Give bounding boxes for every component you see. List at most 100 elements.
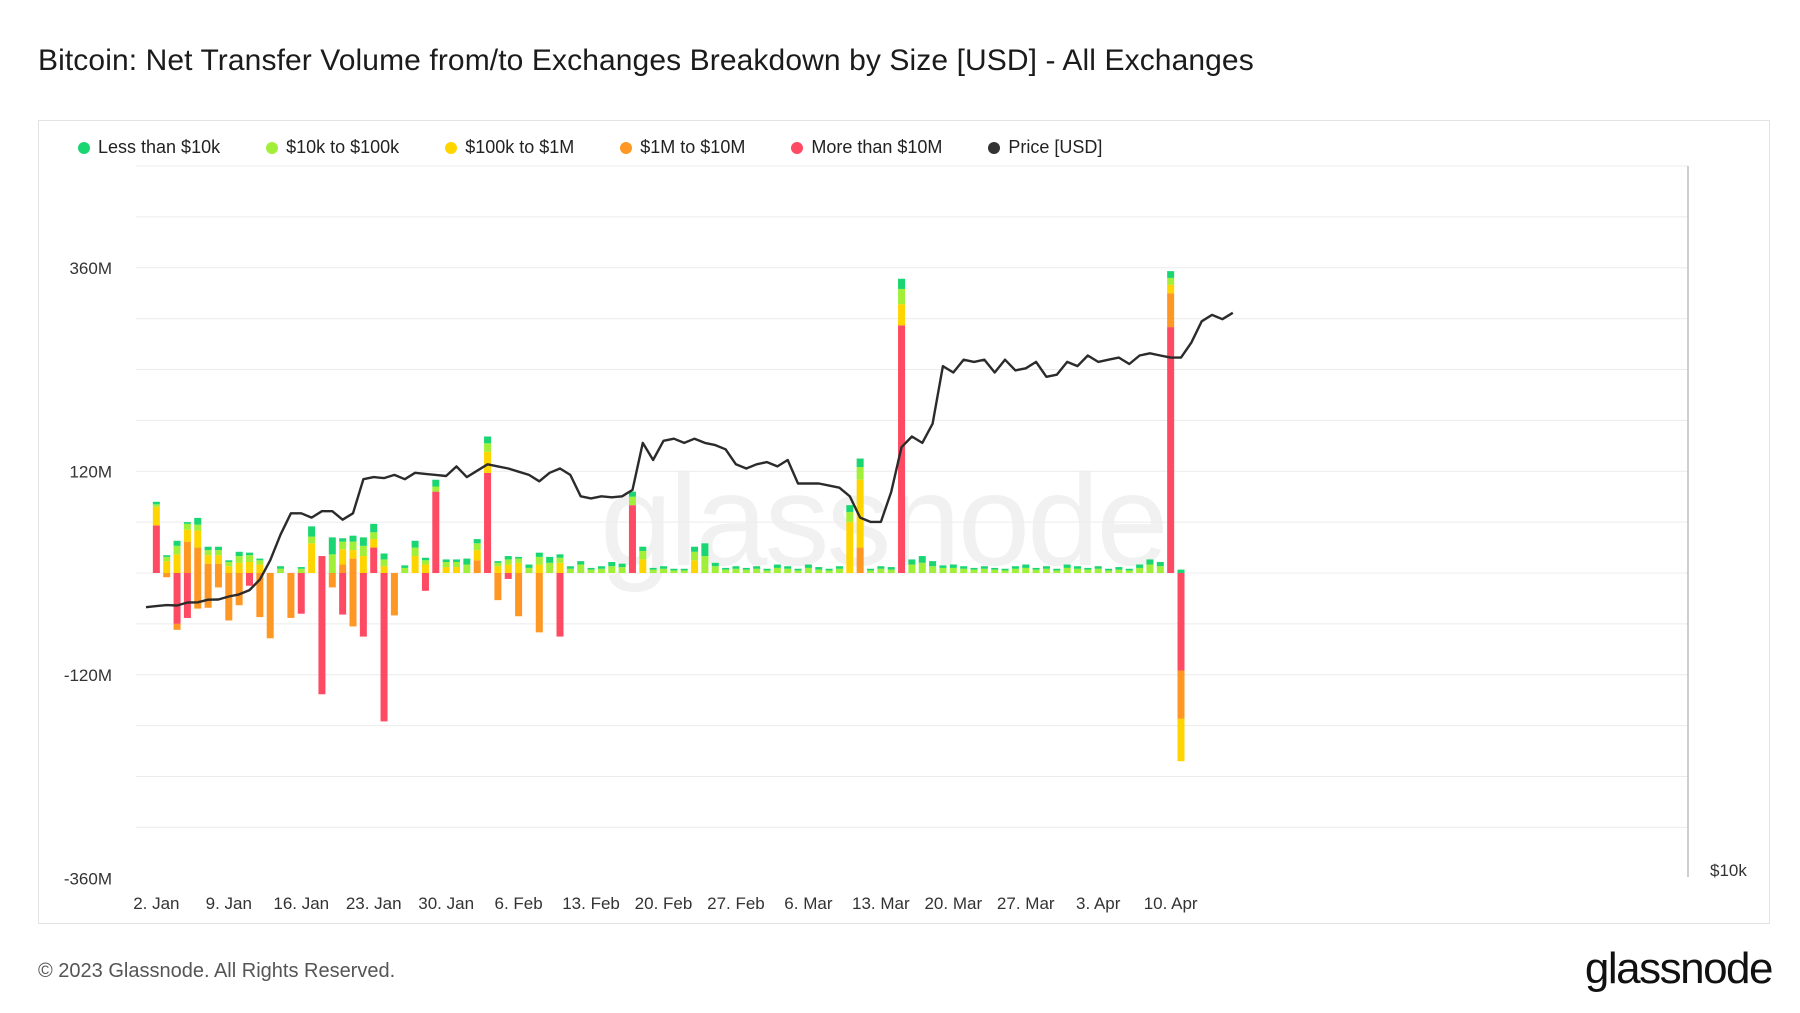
bar-segment xyxy=(183,541,191,573)
bar-segment xyxy=(1011,568,1019,573)
bar-segment xyxy=(804,564,812,568)
y-tick-label: -120M xyxy=(64,666,112,685)
bar-segment xyxy=(887,569,895,573)
bar-segment xyxy=(214,563,222,573)
bar-segment xyxy=(1167,284,1175,294)
bar-segment xyxy=(504,559,512,565)
legend-item-more-than-10m[interactable]: More than $10M xyxy=(791,137,942,158)
x-tick-label: 30. Jan xyxy=(418,894,474,913)
bar-segment xyxy=(877,568,885,573)
bar-segment xyxy=(515,556,523,559)
bar-segment xyxy=(763,568,771,571)
bar-segment xyxy=(339,541,347,550)
bar-segment xyxy=(225,560,233,562)
price-line xyxy=(145,311,1234,609)
bar-segment xyxy=(370,532,378,540)
x-tick-label: 20. Mar xyxy=(924,894,982,913)
bar-segment xyxy=(515,562,523,573)
x-tick-label: 13. Mar xyxy=(852,894,910,913)
bar-segment xyxy=(908,564,916,573)
bar-segment xyxy=(628,505,636,573)
bar-segment xyxy=(846,511,854,523)
legend-item-1m-to-10m[interactable]: $1M to $10M xyxy=(620,137,745,158)
bar-segment xyxy=(504,556,512,560)
bar-segment xyxy=(339,573,347,615)
bar-segment xyxy=(484,472,492,573)
bar-segment xyxy=(297,567,305,569)
bar-segment xyxy=(701,556,709,573)
bar-segment xyxy=(732,566,740,569)
legend-item-less-than-10k[interactable]: Less than $10k xyxy=(78,137,220,158)
bar-segment xyxy=(453,561,460,568)
bar-segment xyxy=(432,486,440,492)
bar-segment xyxy=(1105,568,1113,571)
bar-segment xyxy=(401,567,409,573)
bar-segment xyxy=(1167,271,1175,278)
bar-segment xyxy=(473,539,481,544)
bar-segment xyxy=(494,561,502,563)
bar-segment xyxy=(370,547,378,573)
bar-segment xyxy=(1074,568,1081,573)
bar-segment xyxy=(628,491,636,497)
bar-segment xyxy=(1063,567,1071,573)
bar-segment xyxy=(980,568,988,573)
bar-segment xyxy=(173,545,181,555)
bar-segment xyxy=(991,567,999,570)
bar-segment xyxy=(349,541,357,551)
legend-item-100k-to-1m[interactable]: $100k to $1M xyxy=(445,137,574,158)
y-tick-label: 120M xyxy=(69,462,112,481)
bar-segment xyxy=(1125,570,1133,573)
bar-segment xyxy=(680,568,688,571)
bar-segment xyxy=(173,540,181,546)
bar-segment xyxy=(1156,566,1164,573)
x-tick-label: 27. Feb xyxy=(707,894,765,913)
bar-segment xyxy=(463,558,471,565)
bar-segment xyxy=(898,278,906,289)
legend-dot xyxy=(445,141,458,154)
bar-segment xyxy=(898,288,906,305)
legend-item-price[interactable]: Price [USD] xyxy=(988,137,1102,158)
bar-segment xyxy=(349,573,357,627)
bar-segment xyxy=(546,556,554,563)
bar-segment xyxy=(297,568,305,573)
bar-segment xyxy=(1156,561,1164,567)
bar-segment xyxy=(256,560,264,565)
bar-segment xyxy=(380,559,388,567)
y-tick-label: 360M xyxy=(69,259,112,278)
bar-segment xyxy=(1063,564,1071,568)
bar-segment xyxy=(421,564,429,573)
bar-segment xyxy=(597,566,605,569)
bar-segment xyxy=(732,568,740,573)
bar-segment xyxy=(359,556,367,573)
bar-segment xyxy=(1074,566,1081,569)
legend-label: More than $10M xyxy=(811,137,943,157)
bar-segment xyxy=(918,562,926,573)
bar-segment xyxy=(980,566,988,569)
bar-segment xyxy=(390,573,398,616)
bar-segment xyxy=(846,505,854,512)
bar-segment xyxy=(194,517,202,525)
bar-segment xyxy=(949,567,957,573)
bar-segment xyxy=(794,568,802,571)
bar-segment xyxy=(628,496,636,506)
bar-segment xyxy=(680,570,688,573)
x-tick-label: 9. Jan xyxy=(206,894,252,913)
legend-dot xyxy=(266,141,279,154)
bar-segment xyxy=(535,573,543,633)
bar-segment xyxy=(194,547,202,573)
bar-segment xyxy=(825,570,833,573)
bar-segment xyxy=(835,568,843,573)
bar-segment xyxy=(1053,570,1061,573)
bar-segment xyxy=(970,569,978,573)
bar-segment xyxy=(473,560,481,573)
bar-segment xyxy=(649,567,657,570)
bar-segment xyxy=(494,562,502,567)
bar-segment xyxy=(515,573,523,617)
bar-segment xyxy=(214,550,222,556)
legend-item-10k-to-100k[interactable]: $10k to $100k xyxy=(266,137,399,158)
bar-segment xyxy=(163,561,171,573)
bar-segment xyxy=(525,567,533,573)
bar-segment xyxy=(214,573,222,588)
bar-segment xyxy=(297,573,305,614)
bar-segment xyxy=(204,550,212,556)
